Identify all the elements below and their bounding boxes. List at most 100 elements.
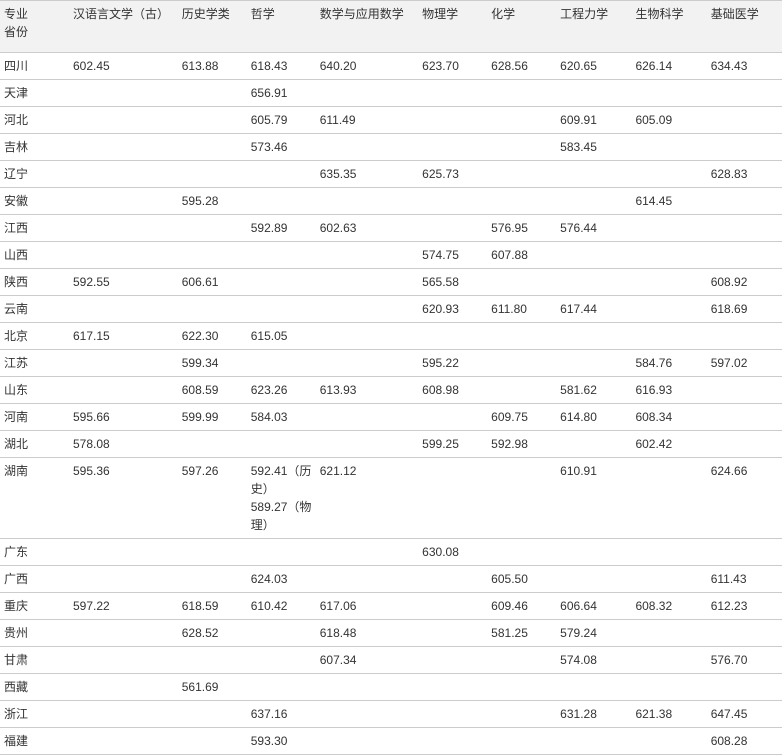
cell [707,107,782,134]
cell [178,539,247,566]
table-row: 河北605.79611.49609.91605.09 [0,107,782,134]
table-row: 山东608.59623.26613.93608.98581.62616.93 [0,377,782,404]
cell [556,566,631,593]
cell [418,458,487,539]
cell: 597.22 [69,593,178,620]
cell [707,134,782,161]
cell: 628.56 [487,53,556,80]
cell [556,431,631,458]
cell: 618.69 [707,296,782,323]
cell [69,296,178,323]
cell: 610.91 [556,458,631,539]
cell: 574.75 [418,242,487,269]
cell: 613.93 [316,377,418,404]
cell: 618.48 [316,620,418,647]
cell: 628.83 [707,161,782,188]
row-label: 陕西 [0,269,69,296]
cell [316,188,418,215]
cell [631,620,706,647]
cell: 597.26 [178,458,247,539]
cell [69,350,178,377]
cell: 631.28 [556,701,631,728]
cell [631,215,706,242]
cell [69,134,178,161]
cell [556,188,631,215]
cell [418,134,487,161]
cell [69,728,178,755]
cell [316,269,418,296]
cell [487,350,556,377]
cell: 647.45 [707,701,782,728]
cell [316,350,418,377]
row-label: 甘肃 [0,647,69,674]
table-row: 贵州628.52618.48581.25579.24 [0,620,782,647]
cell [631,134,706,161]
cell: 612.23 [707,593,782,620]
cell [178,242,247,269]
cell [69,242,178,269]
cell [487,728,556,755]
cell [556,323,631,350]
cell [707,80,782,107]
cell [487,107,556,134]
cell: 573.46 [247,134,316,161]
cell [631,296,706,323]
table-row: 西藏561.69 [0,674,782,701]
cell [631,728,706,755]
cell [69,215,178,242]
row-label: 山西 [0,242,69,269]
cell: 617.15 [69,323,178,350]
col-header-8: 生物科学 [631,1,706,53]
row-label: 辽宁 [0,161,69,188]
cell [707,404,782,431]
cell: 606.64 [556,593,631,620]
cell: 617.44 [556,296,631,323]
table-row: 四川602.45613.88618.43640.20623.70628.5662… [0,53,782,80]
cell [316,323,418,350]
col-header-3: 哲学 [247,1,316,53]
cell: 625.73 [418,161,487,188]
row-label: 湖南 [0,458,69,539]
cell: 605.50 [487,566,556,593]
cell [556,80,631,107]
cell: 565.58 [418,269,487,296]
cell: 592.89 [247,215,316,242]
cell: 602.42 [631,431,706,458]
cell [631,323,706,350]
cell: 630.08 [418,539,487,566]
cell [556,728,631,755]
row-label: 四川 [0,53,69,80]
cell: 623.26 [247,377,316,404]
cell [707,377,782,404]
row-label: 山东 [0,377,69,404]
cell: 595.66 [69,404,178,431]
cell [556,539,631,566]
cell [418,593,487,620]
cell [418,566,487,593]
table-container: 专业省份汉语言文学（古）历史学类哲学数学与应用数学物理学化学工程力学生物科学基础… [0,0,782,755]
cell [178,728,247,755]
cell [178,647,247,674]
row-label: 广东 [0,539,69,566]
row-label: 浙江 [0,701,69,728]
table-row: 江西592.89602.63576.95576.44 [0,215,782,242]
cell: 561.69 [178,674,247,701]
row-label: 云南 [0,296,69,323]
cell: 634.43 [707,53,782,80]
cell [418,323,487,350]
cell: 615.05 [247,323,316,350]
cell [69,647,178,674]
header-row: 专业省份汉语言文学（古）历史学类哲学数学与应用数学物理学化学工程力学生物科学基础… [0,1,782,53]
cell: 623.70 [418,53,487,80]
cell: 608.32 [631,593,706,620]
cell [631,242,706,269]
col-header-9: 基础医学 [707,1,782,53]
cell: 605.79 [247,107,316,134]
cell [247,161,316,188]
cell: 611.80 [487,296,556,323]
cell [556,350,631,377]
row-label: 江苏 [0,350,69,377]
table-row: 江苏599.34595.22584.76597.02 [0,350,782,377]
col-header-7: 工程力学 [556,1,631,53]
row-label: 河南 [0,404,69,431]
